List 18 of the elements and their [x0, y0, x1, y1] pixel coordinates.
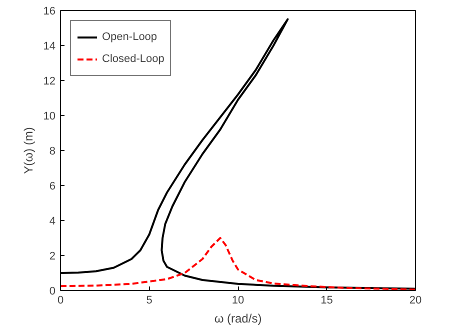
- x-tick-label: 10: [232, 294, 244, 306]
- x-tick-label: 0: [57, 294, 64, 306]
- x-tick-label: 5: [146, 294, 152, 306]
- y-axis-title: Y(ω) (m): [21, 127, 36, 174]
- y-tick-label: 4: [49, 216, 56, 228]
- y-tick-label: 16: [43, 6, 56, 18]
- legend-label: Open-Loop: [102, 31, 158, 43]
- y-tick-label: 14: [43, 40, 56, 52]
- legend-label: Closed-Loop: [102, 53, 164, 65]
- x-axis-title: ω (rad/s): [214, 312, 262, 326]
- y-tick-label: 12: [43, 76, 56, 88]
- x-tick-label: 20: [409, 294, 422, 306]
- y-tick-label: 0: [49, 286, 56, 298]
- y-tick-label: 6: [49, 180, 56, 192]
- y-tick-label: 8: [49, 146, 56, 158]
- x-tick-label: 15: [320, 294, 333, 306]
- y-tick-label: 10: [43, 110, 56, 122]
- y-tick-label: 2: [49, 250, 56, 262]
